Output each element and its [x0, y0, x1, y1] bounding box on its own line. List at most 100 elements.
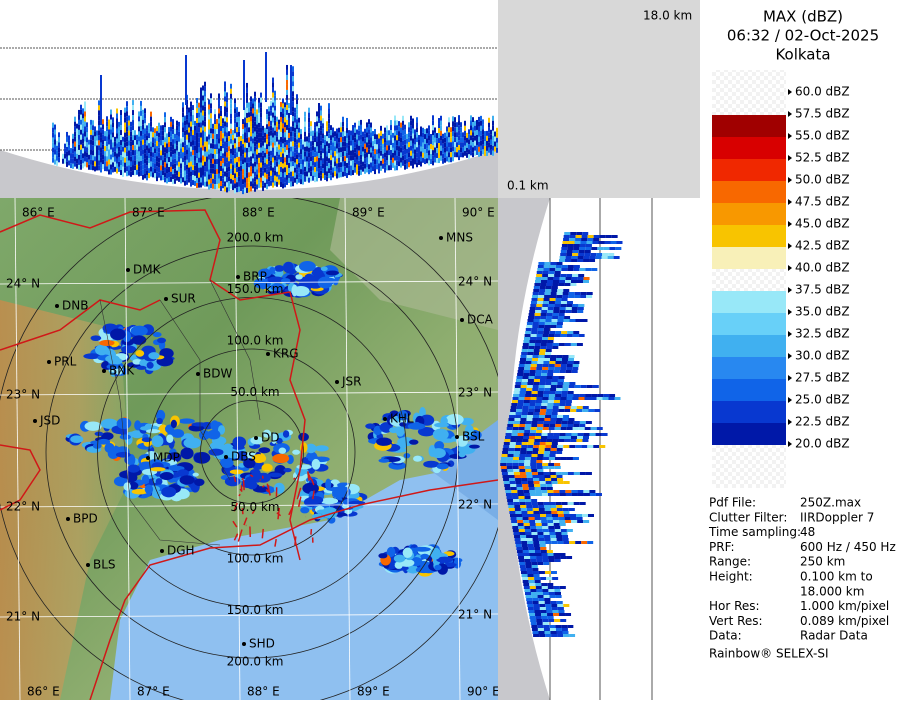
echo	[160, 145, 162, 150]
echo	[242, 144, 244, 149]
echo	[256, 159, 258, 164]
echo	[130, 157, 132, 162]
echo	[525, 496, 531, 499]
echo	[587, 292, 593, 295]
echo	[513, 424, 519, 427]
echo	[358, 136, 360, 141]
echo	[454, 122, 456, 127]
echo	[536, 616, 542, 619]
info-value: 1.000 km/pixel	[800, 599, 889, 613]
echo	[164, 122, 166, 127]
echo	[132, 140, 134, 145]
echo	[406, 139, 408, 144]
echo	[440, 156, 442, 161]
echo	[274, 151, 276, 156]
echo	[282, 133, 284, 138]
echo	[196, 128, 198, 133]
echo	[516, 514, 522, 517]
echo	[583, 280, 589, 283]
echo	[230, 114, 232, 119]
echo	[552, 481, 558, 484]
echo	[180, 148, 182, 153]
echo	[240, 181, 242, 186]
echo	[478, 137, 480, 142]
echo	[174, 144, 176, 149]
echo	[152, 157, 154, 162]
echo	[326, 156, 328, 161]
longitude-label: 90° E	[467, 685, 500, 699]
echo	[558, 319, 564, 322]
city-marker	[254, 436, 258, 440]
echo	[529, 373, 535, 376]
echo	[516, 409, 522, 412]
echo	[286, 95, 288, 100]
echo	[569, 382, 575, 385]
echo	[545, 541, 551, 544]
echo	[552, 319, 558, 322]
echo	[220, 151, 222, 156]
echo	[127, 465, 140, 473]
echo	[156, 131, 158, 136]
echo	[294, 118, 296, 123]
echo	[326, 171, 328, 176]
echo	[154, 138, 156, 143]
echo	[524, 430, 530, 433]
echo	[246, 113, 248, 118]
echo	[232, 155, 234, 160]
echo	[148, 128, 150, 133]
echo	[186, 125, 188, 130]
echo	[370, 168, 372, 173]
echo	[102, 134, 104, 139]
echo	[402, 136, 404, 141]
echo	[570, 439, 576, 442]
echo	[514, 388, 520, 391]
echo	[106, 141, 108, 146]
echo	[296, 114, 298, 119]
echo	[236, 147, 238, 152]
echo	[114, 167, 116, 172]
echo	[204, 152, 206, 157]
echo	[539, 445, 545, 448]
echo	[518, 556, 524, 559]
echo	[561, 532, 567, 535]
echo	[170, 177, 172, 182]
echo	[328, 153, 330, 158]
echo	[186, 140, 188, 145]
echo	[392, 138, 394, 143]
echo	[516, 442, 522, 445]
echo	[116, 158, 118, 163]
echo	[560, 433, 566, 436]
echo	[216, 154, 218, 159]
echo	[563, 415, 569, 418]
echo	[540, 409, 546, 412]
echo	[218, 158, 220, 163]
echo	[106, 161, 108, 166]
echo	[68, 155, 70, 160]
echo	[306, 136, 308, 141]
echo	[260, 148, 262, 153]
echo	[306, 146, 308, 151]
echo	[562, 388, 568, 391]
echo	[222, 178, 224, 183]
echo	[440, 126, 442, 131]
echo	[395, 561, 403, 569]
echo	[158, 163, 160, 168]
echo	[306, 171, 308, 176]
echo	[566, 370, 572, 373]
echo	[116, 153, 118, 158]
echo	[529, 520, 535, 523]
echo	[304, 172, 306, 177]
echo	[509, 415, 515, 418]
echo	[148, 123, 150, 128]
echo	[360, 145, 362, 150]
echo	[557, 385, 563, 388]
echo	[539, 292, 545, 295]
echo	[184, 161, 186, 166]
echo	[276, 117, 278, 122]
echo	[440, 116, 442, 121]
city-marker	[55, 304, 59, 308]
echo	[308, 138, 310, 143]
echo	[130, 162, 132, 167]
echo	[274, 111, 276, 116]
echo	[230, 159, 232, 164]
